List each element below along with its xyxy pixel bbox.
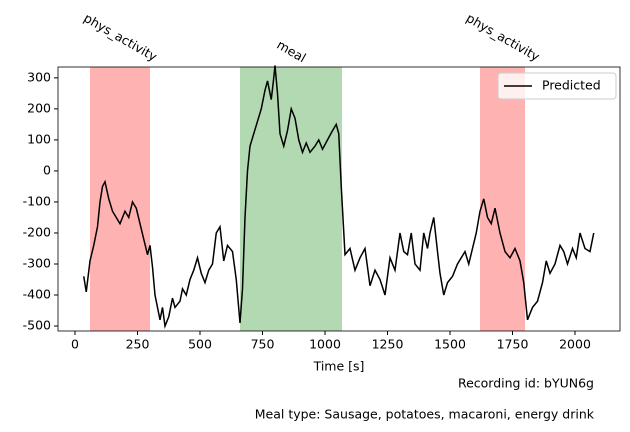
- x-tick-label: 0: [71, 337, 79, 352]
- legend-box: [497, 72, 617, 100]
- x-tick-label: 250: [126, 337, 150, 352]
- y-tick-label: 100: [27, 131, 51, 146]
- x-axis-label: Time [s]: [313, 359, 365, 374]
- x-tick-label: 2000: [559, 337, 591, 352]
- y-tick-label: 200: [27, 100, 51, 115]
- span-label: meal: [274, 37, 308, 65]
- y-tick-label: -400: [23, 287, 51, 302]
- x-tick-label: 1750: [497, 337, 529, 352]
- y-tick-label: 300: [27, 69, 51, 84]
- x-tick-label: 1500: [434, 337, 466, 352]
- axes-frame: [57, 66, 621, 332]
- span: [90, 67, 150, 331]
- x-tick-label: 1000: [309, 337, 341, 352]
- series-line: [83, 65, 595, 329]
- x-tick-label: 500: [188, 337, 212, 352]
- y-tick-label: -300: [23, 255, 51, 270]
- span: [480, 67, 525, 331]
- span-label: phys_activity: [464, 10, 543, 64]
- legend-label: Predicted: [542, 78, 601, 93]
- annotation: Recording id: bYUN6g: [458, 376, 594, 391]
- span-label: phys_activity: [81, 10, 160, 64]
- y-tick-label: -200: [23, 224, 51, 239]
- y-tick-label: -500: [23, 318, 51, 333]
- x-tick-label: 1250: [372, 337, 404, 352]
- annotation: Meal type: Sausage, potatoes, macaroni, …: [255, 407, 595, 422]
- y-tick-label: 0: [43, 162, 51, 177]
- x-tick-label: 750: [251, 337, 275, 352]
- y-tick-label: -100: [23, 193, 51, 208]
